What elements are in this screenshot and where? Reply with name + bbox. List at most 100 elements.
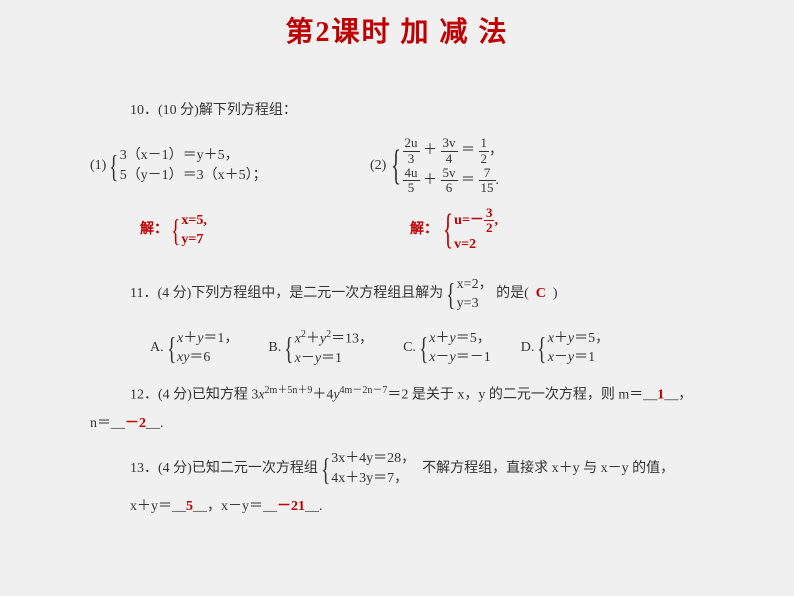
q10-p1-eq1: 3（x－1）＝y＋5，	[120, 146, 267, 166]
frac-num: 3v	[441, 136, 458, 151]
q10-sol1: 解： { x=5, y=7	[140, 206, 410, 255]
frac-num: 3	[484, 206, 495, 221]
q10-part2: (2) { 2u3 ＋ 3v4 ＝ 12， 4u5 ＋ 5v6 ＝ 715.	[370, 136, 503, 195]
brace-icon: {	[284, 332, 293, 364]
sys-line: x=2，	[457, 275, 493, 295]
q12-text: __.	[146, 416, 164, 431]
brace-icon: {	[443, 209, 453, 251]
q10-heading: 10．(10 分)解下列方程组：	[90, 100, 754, 122]
q11-text: 11．(4 分)下列方程组中，是二元一次方程组且解为	[130, 283, 443, 305]
sys-line: x－y＝1	[548, 348, 609, 368]
q13-answer1: 5	[186, 499, 193, 514]
opt-label: D.	[521, 337, 535, 359]
q12-line2: n＝__－2__.	[90, 413, 754, 435]
frac-den: 6	[441, 181, 458, 195]
sys-line: 4x＋3y＝7，	[331, 469, 415, 489]
q12-exp: 2m＋5n＋9	[265, 385, 313, 396]
option-a: A. { x＋y＝1， xy＝6	[150, 328, 238, 369]
q13-answer2: －21	[277, 499, 305, 514]
brace-icon: {	[537, 332, 546, 364]
frac-den: 4	[441, 152, 458, 166]
opt-label: A.	[150, 337, 164, 359]
content-area: 10．(10 分)解下列方程组： (1) { 3（x－1）＝y＋5， 5（y－1…	[0, 50, 794, 519]
opt-system: x＋y＝5， x－y＝1	[548, 329, 609, 368]
q11-text: )	[553, 283, 558, 305]
q13-text: __，x－y＝__	[193, 499, 277, 514]
frac-num: 7	[479, 166, 496, 181]
frac-num: 2u	[403, 136, 420, 151]
q12-text: __，	[664, 387, 692, 402]
frac-den: 2	[479, 152, 490, 166]
q10-p2-system: 2u3 ＋ 3v4 ＝ 12， 4u5 ＋ 5v6 ＝ 715.	[403, 136, 504, 195]
sol-line: x=5,	[181, 211, 206, 231]
q12-line1: 12．(4 分)已知方程 3x2m＋5n＋9＋4y4m－2n－7＝2 是关于 x…	[90, 383, 754, 407]
brace-icon: {	[446, 278, 455, 310]
q12-text: 12．(4 分)已知方程 3	[130, 387, 258, 402]
q12-text: ＝2 是关于 x，y 的二元一次方程，则 m＝__	[387, 387, 657, 402]
sys-line: x＋y＝5，	[548, 329, 609, 349]
q11-line: 11．(4 分)下列方程组中，是二元一次方程组且解为 { x=2， y=3 的是…	[90, 275, 754, 314]
q10-equations-row: (1) { 3（x－1）＝y＋5， 5（y－1）＝3（x＋5）； (2) { 2…	[90, 136, 754, 195]
q13-line1: 13．(4 分)已知二元一次方程组 { 3x＋4y＝28， 4x＋3y＝7， 不…	[90, 449, 754, 488]
frac-num: 4u	[403, 166, 420, 181]
sol2-system: u=－32, v=2	[454, 206, 498, 255]
q13-text: 13．(4 分)已知二元一次方程组	[130, 458, 318, 480]
q11-solution-brace: x=2， y=3	[457, 275, 493, 314]
sys-line: x＋y＝1，	[177, 329, 238, 349]
frac-den: 2	[484, 221, 495, 235]
brace-icon: {	[419, 332, 428, 364]
q10-p2-eq2: 4u5 ＋ 5v6 ＝ 715.	[403, 166, 504, 196]
q10-p1-label: (1)	[90, 155, 106, 177]
sol-line: y=7	[181, 230, 206, 250]
sol-line: v=2	[454, 235, 498, 255]
brace-icon: {	[391, 145, 401, 187]
sol-text: u=－	[454, 213, 484, 228]
sys-line: x－y＝1	[295, 349, 373, 369]
q11-text: 的是(	[496, 283, 529, 305]
frac-den: 15	[479, 181, 496, 195]
q10-sol2: 解： { u=－32, v=2	[410, 206, 498, 255]
sol-label: 解：	[410, 219, 438, 241]
brace-icon: {	[109, 150, 118, 182]
q13-text: 不解方程组，直接求 x＋y 与 x－y 的值，	[422, 458, 674, 480]
sol-label: 解：	[140, 219, 168, 241]
opt-system: x2＋y2＝13， x－y＝1	[295, 328, 373, 369]
q13-system: 3x＋4y＝28， 4x＋3y＝7，	[331, 449, 415, 488]
sys-line: x－y＝－1	[429, 348, 490, 368]
sol-text: ,	[494, 213, 498, 228]
brace-icon: {	[321, 453, 330, 485]
q10-p2-eq1: 2u3 ＋ 3v4 ＝ 12，	[403, 136, 504, 166]
q12-answer-n: －2	[125, 416, 146, 431]
frac-num: 1	[479, 136, 490, 151]
option-d: D. { x＋y＝5， x－y＝1	[521, 328, 609, 369]
brace-icon: {	[171, 214, 180, 246]
q12-exp: 4m－2n－7	[340, 385, 388, 396]
opt-system: x＋y＝1， xy＝6	[177, 329, 238, 368]
q13-text: x＋y＝__	[130, 499, 186, 514]
opt-label: B.	[268, 337, 281, 359]
q12-text: ＋4	[312, 387, 333, 402]
q10-solutions-row: 解： { x=5, y=7 解： { u=－32, v=2	[90, 206, 754, 255]
sys-line: x＋y＝5，	[429, 329, 490, 349]
sol-line: u=－32,	[454, 206, 498, 236]
sol1-system: x=5, y=7	[181, 211, 206, 250]
frac-den: 3	[403, 152, 420, 166]
opt-system: x＋y＝5， x－y＝－1	[429, 329, 490, 368]
q13-line2: x＋y＝__5__，x－y＝__－21__.	[90, 496, 754, 518]
sys-line: y=3	[457, 294, 493, 314]
frac-num: 5v	[441, 166, 458, 181]
q10-part1: (1) { 3（x－1）＝y＋5， 5（y－1）＝3（x＋5）；	[90, 146, 370, 185]
q11-answer: C	[536, 283, 546, 305]
sys-line: 3x＋4y＝28，	[331, 449, 415, 469]
option-c: C. { x＋y＝5， x－y＝－1	[403, 328, 491, 369]
q10-p1-eq2: 5（y－1）＝3（x＋5）；	[120, 166, 267, 186]
option-b: B. { x2＋y2＝13， x－y＝1	[268, 328, 373, 369]
sys-line: x2＋y2＝13，	[295, 328, 373, 349]
sys-line: xy＝6	[177, 348, 238, 368]
q12-text: n＝__	[90, 416, 125, 431]
brace-icon: {	[167, 332, 176, 364]
q13-text: __.	[305, 499, 323, 514]
q10-p1-system: 3（x－1）＝y＋5， 5（y－1）＝3（x＋5）；	[120, 146, 267, 185]
frac-den: 5	[403, 181, 420, 195]
q10-p2-label: (2)	[370, 155, 386, 177]
